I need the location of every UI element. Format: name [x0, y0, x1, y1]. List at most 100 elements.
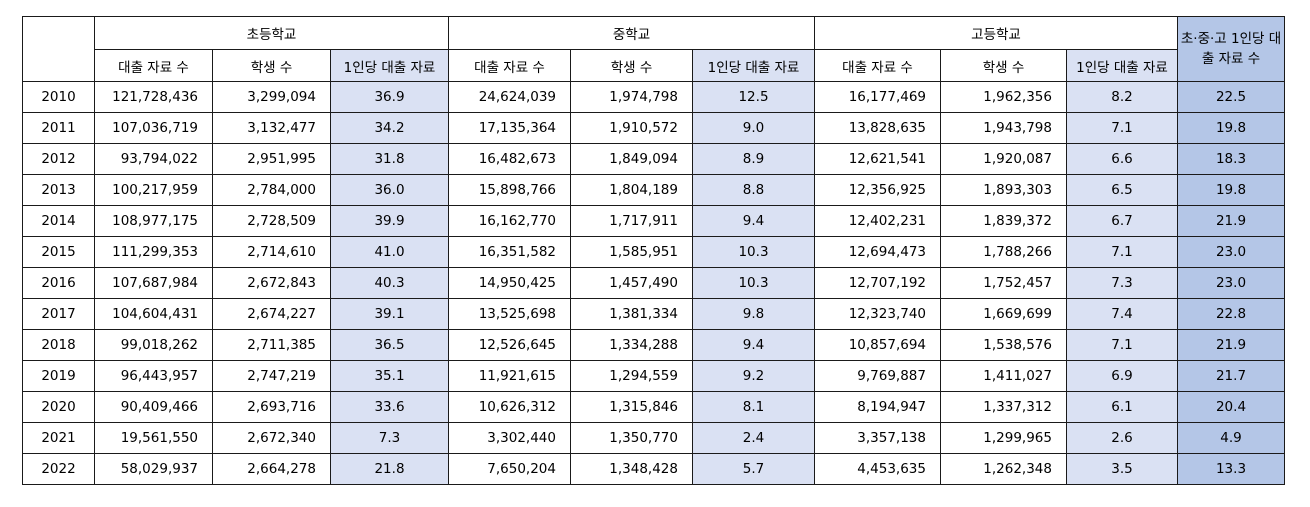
library-loans-table-wrapper: 초등학교 중학교 고등학교 초·중·고 1인당 대출 자료 수 대출 자료 수 …: [22, 16, 1285, 485]
elementary-students-cell: 2,672,340: [212, 422, 331, 454]
high-students-cell: 1,893,303: [940, 174, 1067, 206]
middle-students-cell: 1,974,798: [570, 81, 693, 113]
high-per-capita-cell: 7.1: [1066, 329, 1178, 361]
elementary-loans-cell: 111,299,353: [94, 236, 213, 268]
elementary-per-capita-cell: 33.6: [330, 391, 449, 423]
group-header-middle: 중학교: [448, 16, 815, 50]
elementary-per-capita-cell: 7.3: [330, 422, 449, 454]
elementary-students-cell: 2,664,278: [212, 453, 331, 485]
middle-per-capita-cell: 5.7: [692, 453, 815, 485]
total-per-capita-cell: 22.5: [1177, 81, 1285, 113]
year-cell: 2015: [22, 236, 95, 268]
middle-loans-cell: 7,650,204: [448, 453, 571, 485]
total-per-capita-cell: 23.0: [1177, 236, 1285, 268]
col-header-m-per: 1인당 대출 자료: [692, 49, 815, 82]
group-header-high: 고등학교: [814, 16, 1178, 50]
high-students-cell: 1,669,699: [940, 298, 1067, 330]
high-loans-cell: 13,828,635: [814, 112, 941, 144]
high-per-capita-cell: 6.1: [1066, 391, 1178, 423]
high-loans-cell: 12,323,740: [814, 298, 941, 330]
elementary-loans-cell: 107,036,719: [94, 112, 213, 144]
year-cell: 2011: [22, 112, 95, 144]
total-per-capita-cell: 22.8: [1177, 298, 1285, 330]
middle-per-capita-cell: 9.0: [692, 112, 815, 144]
middle-students-cell: 1,294,559: [570, 360, 693, 392]
elementary-per-capita-cell: 36.9: [330, 81, 449, 113]
high-students-cell: 1,538,576: [940, 329, 1067, 361]
total-per-capita-cell: 21.9: [1177, 329, 1285, 361]
year-cell: 2013: [22, 174, 95, 206]
high-students-cell: 1,962,356: [940, 81, 1067, 113]
elementary-per-capita-cell: 39.1: [330, 298, 449, 330]
elementary-loans-cell: 19,561,550: [94, 422, 213, 454]
high-loans-cell: 4,453,635: [814, 453, 941, 485]
elementary-per-capita-cell: 41.0: [330, 236, 449, 268]
year-cell: 2019: [22, 360, 95, 392]
high-loans-cell: 3,357,138: [814, 422, 941, 454]
elementary-loans-cell: 104,604,431: [94, 298, 213, 330]
high-loans-cell: 9,769,887: [814, 360, 941, 392]
elementary-students-cell: 3,299,094: [212, 81, 331, 113]
high-students-cell: 1,943,798: [940, 112, 1067, 144]
table-row: 2022 58,029,937 2,664,278 21.8 7,650,204 1,34…: [22, 453, 1285, 485]
year-cell: 2014: [22, 205, 95, 237]
high-per-capita-cell: 7.1: [1066, 112, 1178, 144]
middle-loans-cell: 13,525,698: [448, 298, 571, 330]
total-per-capita-cell: 13.3: [1177, 453, 1285, 485]
elementary-students-cell: 2,728,509: [212, 205, 331, 237]
middle-students-cell: 1,717,911: [570, 205, 693, 237]
col-header-m-loans: 대출 자료 수: [448, 49, 571, 82]
middle-loans-cell: 14,950,425: [448, 267, 571, 299]
year-cell: 2020: [22, 391, 95, 423]
elementary-students-cell: 2,711,385: [212, 329, 331, 361]
middle-per-capita-cell: 9.2: [692, 360, 815, 392]
middle-per-capita-cell: 8.9: [692, 143, 815, 175]
elementary-loans-cell: 107,687,984: [94, 267, 213, 299]
col-header-h-students: 학생 수: [940, 49, 1067, 82]
high-loans-cell: 12,707,192: [814, 267, 941, 299]
high-loans-cell: 10,857,694: [814, 329, 941, 361]
elementary-loans-cell: 121,728,436: [94, 81, 213, 113]
middle-students-cell: 1,585,951: [570, 236, 693, 268]
high-per-capita-cell: 7.3: [1066, 267, 1178, 299]
table-row: 2019 96,443,957 2,747,219 35.1 11,921,615 1,2…: [22, 360, 1285, 392]
elementary-students-cell: 2,951,995: [212, 143, 331, 175]
middle-per-capita-cell: 8.1: [692, 391, 815, 423]
elementary-students-cell: 2,747,219: [212, 360, 331, 392]
middle-loans-cell: 16,351,582: [448, 236, 571, 268]
middle-loans-cell: 17,135,364: [448, 112, 571, 144]
middle-students-cell: 1,804,189: [570, 174, 693, 206]
year-cell: 2010: [22, 81, 95, 113]
high-loans-cell: 16,177,469: [814, 81, 941, 113]
middle-students-cell: 1,315,846: [570, 391, 693, 423]
elementary-students-cell: 2,714,610: [212, 236, 331, 268]
table-row: 2017 104,604,431 2,674,227 39.1 13,525,698 1,…: [22, 298, 1285, 330]
table-row: 2010 121,728,436 3,299,094 36.9 24,624,039 1,…: [22, 81, 1285, 113]
total-per-capita-cell: 21.7: [1177, 360, 1285, 392]
table-row: 2021 19,561,550 2,672,340 7.3 3,302,440 1,350…: [22, 422, 1285, 454]
table-row: 2011 107,036,719 3,132,477 34.2 17,135,364 1,…: [22, 112, 1285, 144]
elementary-students-cell: 3,132,477: [212, 112, 331, 144]
middle-loans-cell: 10,626,312: [448, 391, 571, 423]
elementary-per-capita-cell: 34.2: [330, 112, 449, 144]
high-students-cell: 1,839,372: [940, 205, 1067, 237]
year-cell: 2012: [22, 143, 95, 175]
total-per-capita-cell: 4.9: [1177, 422, 1285, 454]
high-loans-cell: 12,402,231: [814, 205, 941, 237]
elementary-loans-cell: 96,443,957: [94, 360, 213, 392]
high-students-cell: 1,752,457: [940, 267, 1067, 299]
elementary-loans-cell: 108,977,175: [94, 205, 213, 237]
total-per-capita-cell: 23.0: [1177, 267, 1285, 299]
middle-loans-cell: 16,162,770: [448, 205, 571, 237]
elementary-per-capita-cell: 35.1: [330, 360, 449, 392]
header-row-columns: 대출 자료 수 학생 수 1인당 대출 자료 대출 자료 수 학생 수 1인당 …: [23, 49, 1285, 82]
elementary-per-capita-cell: 21.8: [330, 453, 449, 485]
high-loans-cell: 12,694,473: [814, 236, 941, 268]
col-header-e-per: 1인당 대출 자료: [330, 49, 449, 82]
table-row: 2014 108,977,175 2,728,509 39.9 16,162,770 1,…: [22, 205, 1285, 237]
middle-loans-cell: 24,624,039: [448, 81, 571, 113]
total-per-capita-cell: 21.9: [1177, 205, 1285, 237]
total-per-capita-cell: 19.8: [1177, 112, 1285, 144]
high-loans-cell: 12,621,541: [814, 143, 941, 175]
middle-loans-cell: 16,482,673: [448, 143, 571, 175]
